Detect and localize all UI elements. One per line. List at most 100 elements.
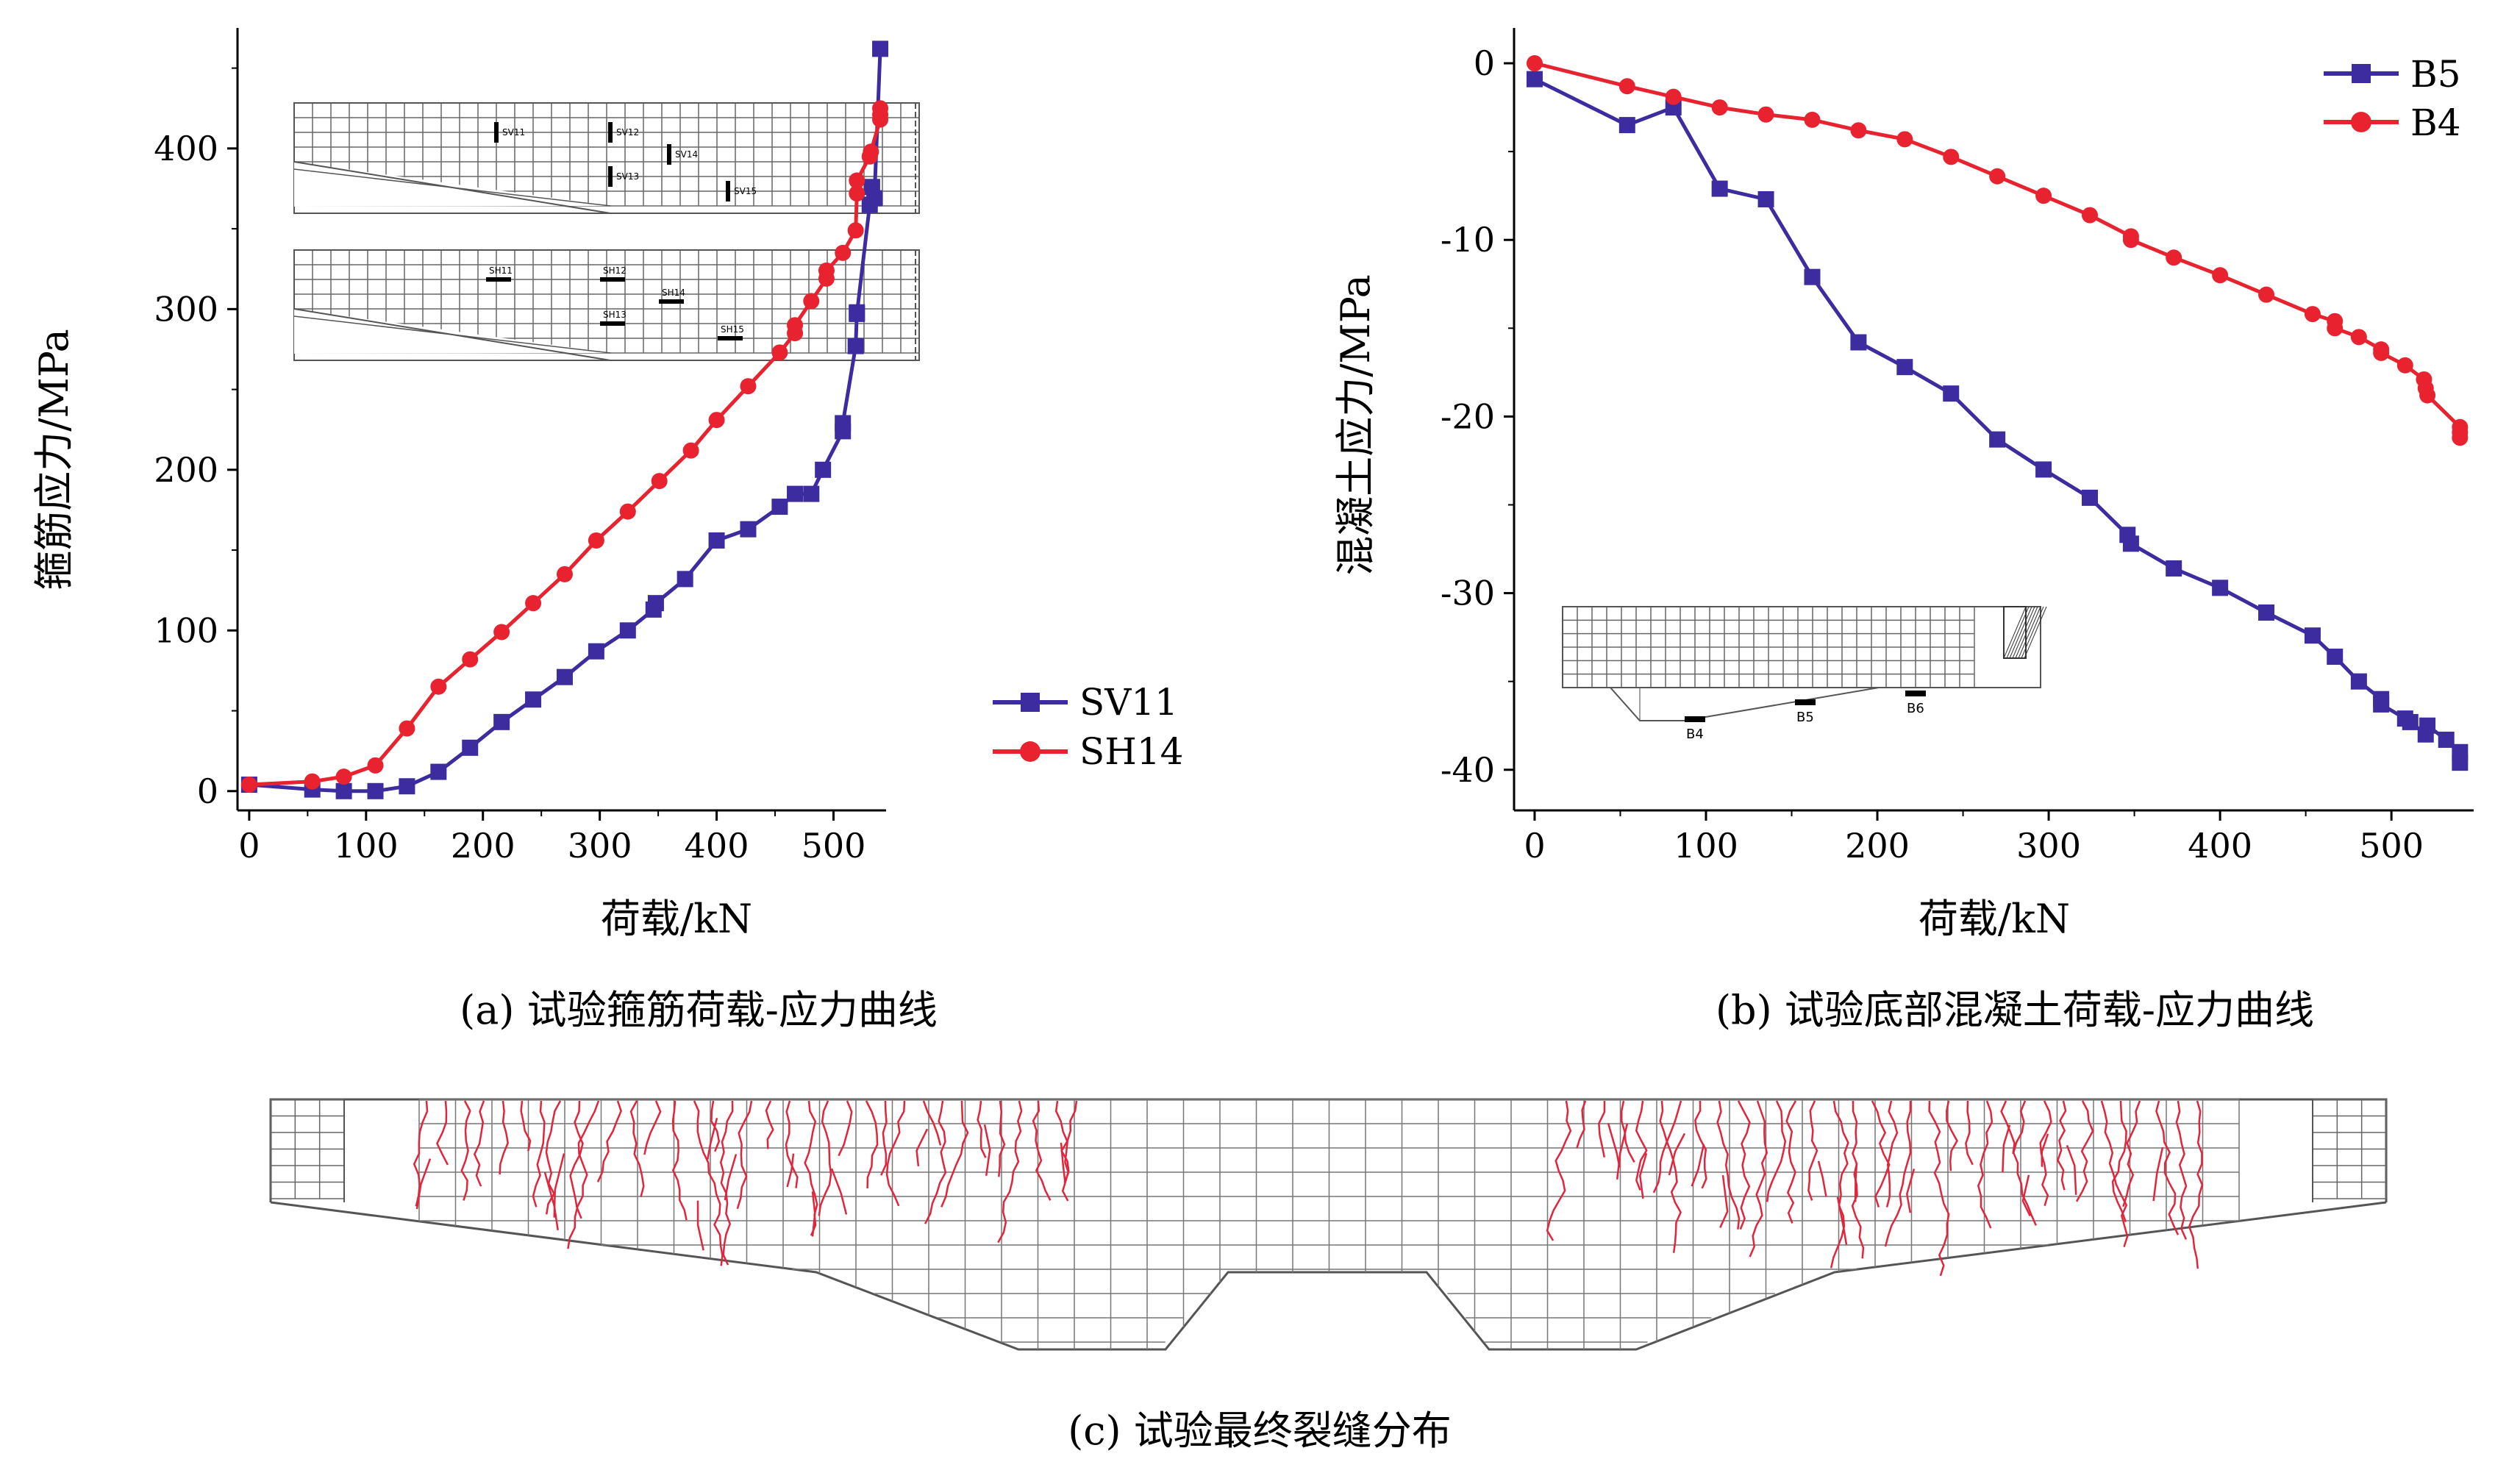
series-b4	[1526, 55, 2469, 446]
crack-branch	[811, 1191, 816, 1237]
series-sv11	[240, 40, 889, 799]
x-tick-label: 100	[1674, 826, 1738, 866]
data-point-sh14	[803, 293, 820, 310]
data-point-b5	[1804, 268, 1821, 285]
crack-line	[1032, 1100, 1052, 1201]
crack-line	[2111, 1100, 2127, 1223]
hatch-line	[2003, 606, 2027, 659]
legend-marker-sh14	[1020, 741, 1041, 762]
panel-b-x-axis-title: 荷载/kN	[1918, 896, 2070, 942]
data-point-sv11	[335, 782, 352, 799]
data-point-b4	[2166, 249, 2182, 266]
data-point-sh14	[588, 532, 604, 549]
inset-sv-beam: SV11 SV12 SV13 SV14 SV15	[293, 102, 920, 214]
crack-branch	[1817, 1160, 1827, 1197]
gauge-label: B6	[1907, 701, 1924, 716]
crack-line	[818, 1100, 832, 1216]
hatch-line	[2018, 606, 2041, 659]
crack-line	[977, 1100, 987, 1158]
data-point-b5	[2327, 649, 2344, 666]
y-tick-label: 0	[197, 771, 218, 811]
crack-branch	[915, 1128, 929, 1167]
crack-line	[1576, 1100, 1587, 1149]
gauge-label: SV14	[675, 149, 698, 160]
crack-line	[885, 1100, 906, 1207]
crack-line	[922, 1100, 942, 1146]
crack-line	[1716, 1100, 1741, 1230]
crack-branch	[786, 1153, 795, 1188]
crack-line	[596, 1100, 622, 1182]
crack-line	[924, 1100, 947, 1224]
crack-line	[1620, 1100, 1635, 1163]
crack-line	[865, 1100, 879, 1189]
data-point-sh14	[556, 566, 573, 582]
legend-label-b4: B4	[2410, 101, 2461, 144]
haunch-edge	[293, 315, 611, 354]
y-tick-label: -40	[1441, 750, 1495, 790]
crack-branch	[1668, 1132, 1686, 1176]
data-point-b4	[1943, 149, 1960, 165]
data-point-sh14	[835, 244, 852, 261]
crack-line	[1965, 1100, 1974, 1166]
data-point-b4	[1804, 111, 1821, 128]
data-point-b5	[1757, 190, 1774, 207]
data-point-sv11	[708, 532, 725, 549]
gauge-label: SV13	[616, 171, 639, 182]
y-tick-label: -10	[1441, 220, 1495, 260]
crack-branch	[2021, 1174, 2031, 1216]
data-point-b5	[2122, 535, 2139, 552]
crack-line	[545, 1100, 562, 1215]
data-point-sv11	[430, 763, 447, 780]
caption-b: (b) 试验底部混凝土荷载-应力曲线	[1716, 987, 2314, 1033]
panel-a-x-axis-title: 荷载/kN	[601, 896, 752, 942]
gauge-label: B5	[1796, 710, 1814, 725]
legend-label-sh14: SH14	[1079, 730, 1183, 773]
crack-pattern	[413, 1100, 2204, 1277]
crack-line	[736, 1100, 753, 1210]
data-point-b4	[2327, 320, 2344, 337]
series-b5	[1526, 71, 2469, 771]
gauge-marker	[718, 336, 743, 340]
x-tick-label: 400	[685, 826, 749, 866]
crack-line	[532, 1100, 546, 1207]
gauge-label: SH14	[662, 288, 685, 298]
data-point-b4	[1665, 88, 1682, 105]
data-point-sv11	[847, 338, 864, 354]
x-tick-label: 0	[1524, 826, 1545, 866]
crack-branch	[543, 1171, 559, 1230]
beam-bottom-outline	[270, 1201, 2387, 1351]
gauge-label: SH15	[721, 324, 744, 335]
inset-b-mesh	[1562, 606, 1975, 688]
crack-line	[460, 1100, 471, 1201]
crack-branch	[830, 1168, 848, 1215]
beam-outline	[1562, 606, 2041, 688]
inset-sh-beam: SH11 SH12 SH13 SH14 SH15	[293, 249, 920, 361]
data-point-sv11	[399, 778, 415, 795]
crack-line	[1928, 1100, 1950, 1277]
crack-branch	[696, 1200, 704, 1251]
end-block-mesh-left	[270, 1099, 345, 1199]
crack-line	[719, 1100, 734, 1266]
x-tick-label: 200	[1845, 826, 1910, 866]
crack-branch	[1639, 1152, 1648, 1199]
crack-branch	[1691, 1144, 1705, 1187]
caption-c: (c) 试验最终裂缝分布	[1068, 1408, 1452, 1454]
crack-line	[2155, 1100, 2180, 1235]
legend-marker-b4	[2351, 112, 2371, 132]
data-point-b5	[2082, 489, 2098, 506]
crack-line	[2122, 1100, 2141, 1207]
data-point-b5	[2402, 713, 2419, 730]
data-point-sv11	[803, 485, 820, 502]
data-point-sv11	[740, 521, 757, 538]
data-point-sh14	[818, 262, 835, 279]
crack-line	[1830, 1100, 1849, 1269]
gauge-marker	[659, 299, 684, 304]
y-tick-label: 0	[1474, 43, 1495, 83]
data-point-sh14	[335, 768, 352, 785]
data-point-b5	[2304, 627, 2321, 644]
data-point-b4	[2035, 188, 2052, 204]
y-tick-label: 400	[154, 129, 218, 168]
crack-line	[1946, 1100, 1958, 1171]
data-point-b4	[2082, 207, 2098, 224]
